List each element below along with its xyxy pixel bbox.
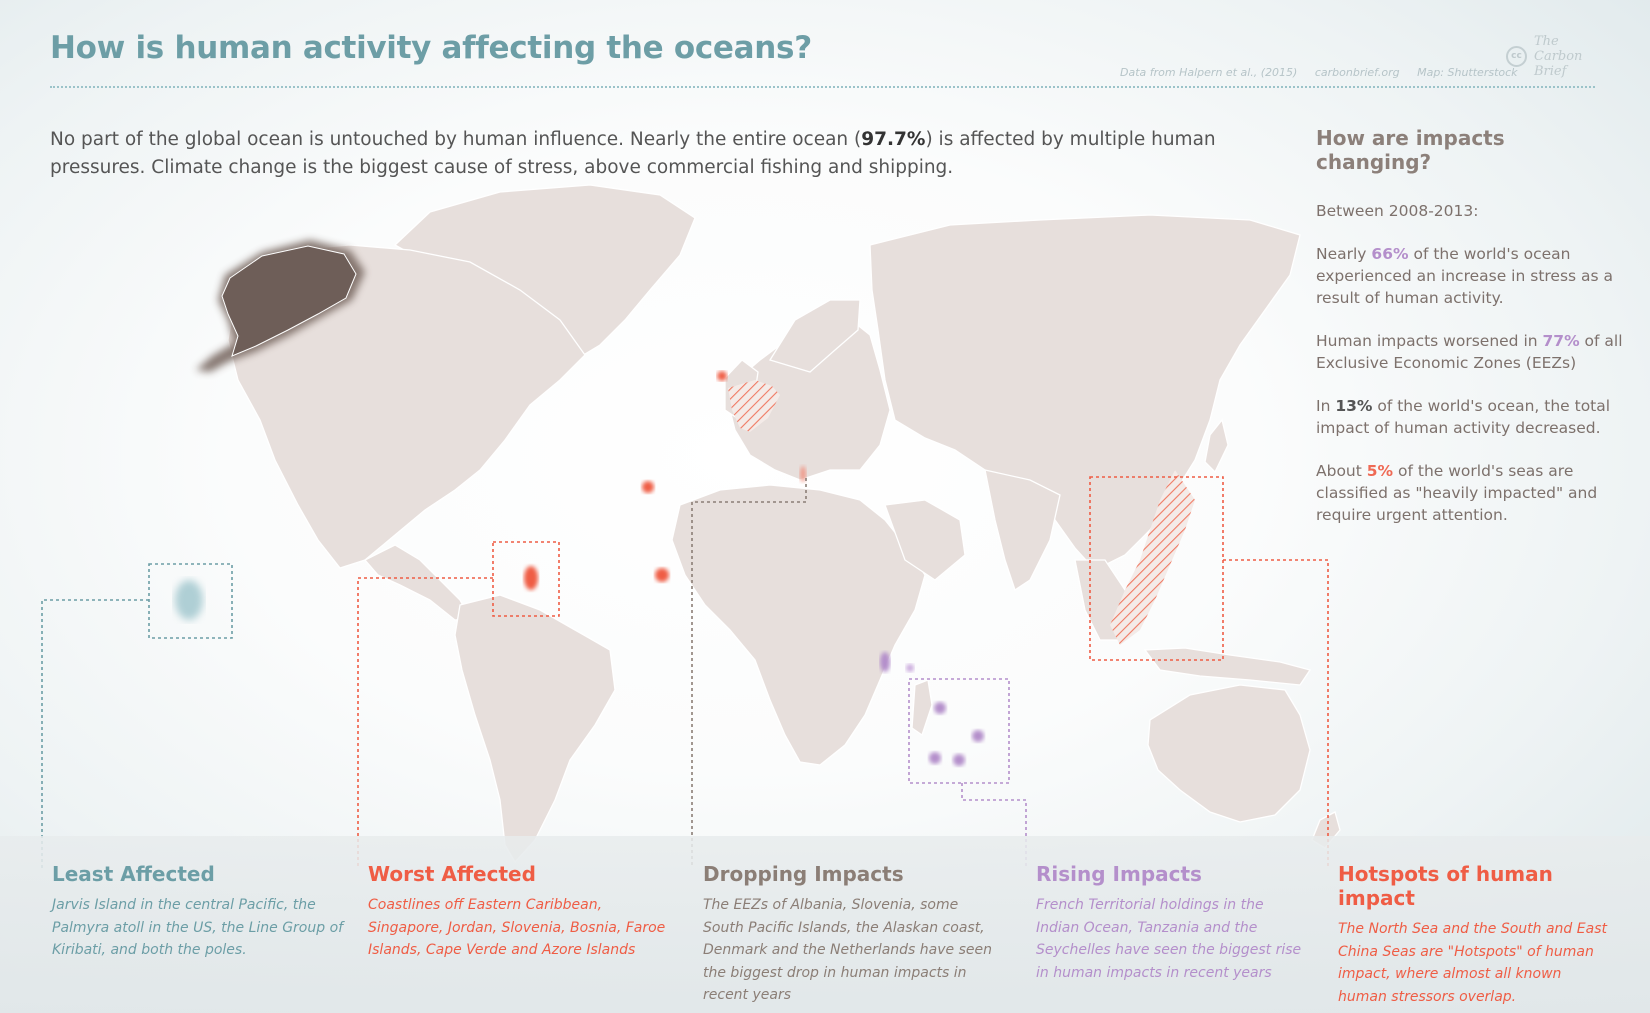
tanzania-rising (880, 652, 890, 672)
madagascar (911, 679, 933, 737)
worst-affected-leader (357, 577, 493, 868)
dropping-impacts-leader (691, 478, 807, 868)
french-territory-3 (929, 752, 941, 764)
stat-value-5: 5% (1366, 462, 1394, 480)
japan (1204, 418, 1229, 474)
scandinavia (768, 299, 861, 373)
logo-wordmark: The Carbon Brief (1534, 34, 1583, 79)
legend-title: Least Affected (52, 862, 215, 886)
north-sea-hotspot (728, 380, 780, 432)
legend-text: French Territorial holdings in the India… (1036, 897, 1302, 981)
south-america (454, 594, 616, 864)
legend-text: The EEZs of Albania, Slovenia, some Sout… (703, 897, 992, 1003)
legend-title: Hotspots of human impact (1338, 862, 1553, 910)
legend-rising-impacts: Rising Impacts French Territorial holdin… (1036, 862, 1311, 984)
asia (869, 214, 1301, 571)
north-america (227, 244, 586, 569)
caribbean-worst (524, 566, 538, 590)
credits: Data from Halpern et al., (2015) carbonb… (1120, 66, 1532, 79)
legend-hotspots: Hotspots of human impact The North Sea a… (1338, 862, 1613, 1008)
alaska-outline (221, 245, 357, 357)
faroe-islands-worst (717, 371, 727, 381)
data-source: Data from Halpern et al., (2015) (1120, 66, 1298, 79)
pacific-least-affected (175, 580, 203, 620)
india (984, 469, 1061, 592)
site-link[interactable]: carbonbrief.org (1314, 66, 1400, 79)
seychelles-rising (906, 664, 914, 672)
least-affected-leader (41, 599, 149, 868)
arabia (884, 499, 966, 581)
stat-increase: Nearly 66% of the world's ocean experien… (1316, 245, 1614, 307)
legend-text: Jarvis Island in the central Pacific, th… (52, 897, 344, 958)
impacts-sidebar: How are impacts changing? Between 2008-2… (1316, 126, 1626, 547)
azores-worst (642, 481, 654, 493)
stat-heavy: About 5% of the world's seas are classif… (1316, 462, 1598, 524)
legend-dropping-impacts: Dropping Impacts The EEZs of Albania, Sl… (703, 862, 1003, 1007)
legend-band (0, 836, 1650, 1013)
intro-text: No part of the global ocean is untouched… (50, 129, 1216, 178)
legend-worst-affected: Worst Affected Coastlines off Eastern Ca… (368, 862, 668, 962)
legend-title: Worst Affected (368, 862, 536, 886)
adriatic-dropping (800, 466, 806, 482)
map-credit: Map: Shutterstock (1417, 66, 1518, 79)
stat-eez: Human impacts worsened in 77% of all Exc… (1316, 332, 1623, 372)
french-territory-4 (953, 754, 965, 766)
sidebar-heading: How are impacts changing? (1316, 126, 1505, 174)
creative-commons-icon: cc (1506, 46, 1527, 67)
page-title: How is human activity affecting the ocea… (50, 30, 812, 66)
intro-highlight: 97.7% (861, 129, 926, 150)
legend-least-affected: Least Affected Jarvis Island in the cent… (52, 862, 352, 962)
least-affected-box (148, 563, 233, 639)
cape-verde-worst (655, 568, 669, 582)
legend-title: Dropping Impacts (703, 862, 904, 886)
legend-text: The North Sea and the South and East Chi… (1338, 921, 1607, 1005)
land-masses (227, 184, 1341, 864)
central-america (363, 544, 472, 621)
sidebar-period: Between 2008-2013: (1316, 202, 1479, 220)
hotspots-leader (1223, 559, 1329, 868)
indonesia (1143, 647, 1312, 686)
legend-text: Coastlines off Eastern Caribbean, Singap… (368, 897, 666, 958)
stat-value-13: 13% (1335, 397, 1373, 415)
title-divider (50, 86, 1595, 88)
french-territory-1 (934, 702, 946, 714)
rising-impacts-leader (961, 783, 1027, 868)
legend-title: Rising Impacts (1036, 862, 1202, 886)
worst-affected-box (492, 541, 560, 617)
stat-value-66: 66% (1371, 245, 1409, 263)
french-territory-2 (972, 730, 984, 742)
stat-value-77: 77% (1542, 332, 1580, 350)
east-china-sea-hotspot (1110, 470, 1195, 645)
rising-impacts-box (908, 678, 1010, 784)
africa (671, 484, 926, 766)
australia (1147, 684, 1311, 823)
hotspots-box (1089, 476, 1224, 661)
stat-decrease: In 13% of the world's ocean, the total i… (1316, 397, 1611, 437)
